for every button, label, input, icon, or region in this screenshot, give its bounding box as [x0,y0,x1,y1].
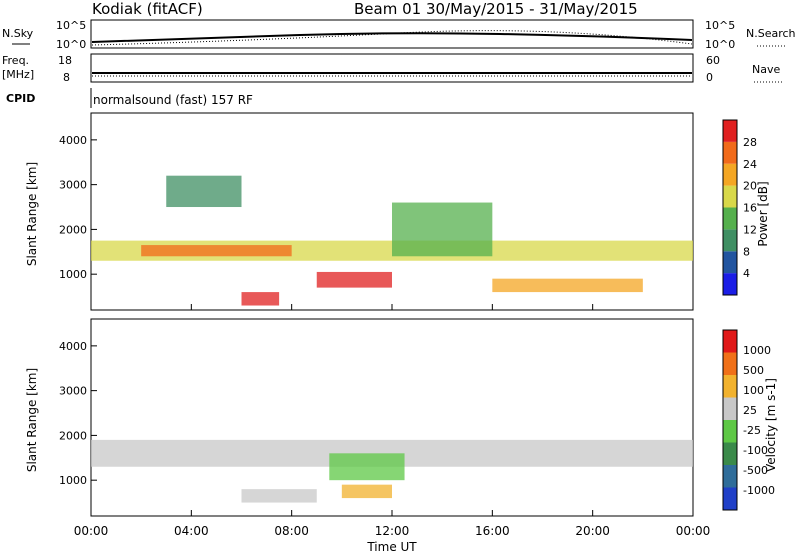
velocity-y-tick-label: 3000 [59,385,87,398]
nsearch-trace [91,30,693,46]
velocity-frame [90,318,694,517]
power-colorbar-swatch [723,163,737,186]
power-y-tick-label: 4000 [59,134,87,147]
nsearch-label: N.Search [746,27,796,40]
cpid-label: CPID [6,92,35,105]
velocity-ylabel: Slant Range [km] [25,368,39,472]
velocity-colorbar-swatch [723,330,737,353]
velocity-echo-band [341,484,392,499]
power-ylabel: Slant Range [km] [25,162,39,266]
velocity-y-ticks: 1000 2000 3000 4000 [59,340,97,487]
x-tick-label: 00:00 [74,524,109,538]
x-tick-label: 00:00 [676,524,711,538]
velocity-colorbar-swatch [723,352,737,375]
velocity-colorbar-tick: -100 [743,444,768,457]
power-colorbar-tick: 12 [743,223,757,236]
velocity-colorbar-tick: 25 [743,404,757,417]
velocity-colorbar-tick: -25 [743,424,761,437]
velocity-colorbar-swatch [723,397,737,420]
power-colorbar-swatch [723,185,737,208]
nave-tick-bottom: 0 [706,71,713,84]
nsky-trace [91,32,693,43]
power-colorbar-swatch [723,207,737,230]
velocity-echo-band [329,453,405,481]
power-colorbar-frame [722,119,738,296]
power-y-tick-label: 3000 [59,179,87,192]
velocity-echo-band [241,489,317,503]
power-colorbar-tick: 4 [743,267,750,280]
x-tick-label: 04:00 [174,524,209,538]
power-colorbar-tick: 16 [743,202,757,215]
velocity-colorbar-tick: -1000 [743,484,775,497]
velocity-colorbar-swatch [723,420,737,443]
power-colorbar-swatch [723,273,737,295]
power-y-ticks: 1000 2000 3000 4000 [59,134,97,281]
station-title: Kodiak (fitACF) [92,0,203,18]
nsearch-tick-top: 10^5 [705,19,735,32]
x-tick-label: 20:00 [575,524,610,538]
velocity-colorbar-tick: 100 [743,384,764,397]
velocity-colorbar-tick: 1000 [743,344,771,357]
nave-label: Nave [752,63,780,76]
power-colorbar-tick: 20 [743,180,757,193]
power-colorbar-tick: 8 [743,245,750,258]
power-echo-band [316,271,392,288]
power-colorbar-tick: 28 [743,136,757,149]
velocity-heatmap [91,439,693,503]
nsearch-tick-bottom: 10^0 [705,38,735,51]
velocity-colorbar-tick: 500 [743,364,764,377]
velocity-cbar-label: Velocity [m s-1] [764,378,778,472]
velocity-y-tick-label: 2000 [59,429,87,442]
x-tick-label: 08:00 [274,524,309,538]
velocity-colorbar-swatch [723,375,737,398]
x-axis-ticks: 00:00 04:00 08:00 12:00 16:00 20:00 00:00 [74,304,711,538]
power-heatmap [91,175,693,306]
power-cbar-label: Power [dB] [756,181,770,246]
power-colorbar: 4 8 12 16 20 24 28 [722,119,757,296]
cpid-value: normalsound (fast) 157 RF [93,93,253,107]
freq-tick-top: 18 [58,54,72,67]
velocity-colorbar-swatch [723,465,737,488]
x-tick-label: 12:00 [375,524,410,538]
nsky-tick-bottom: 10^0 [56,38,86,51]
nave-tick-top: 60 [706,54,720,67]
velocity-colorbar-frame [722,329,738,511]
nsky-tick-top: 10^5 [56,19,86,32]
freq-label: Freq. [2,54,29,67]
power-colorbar-swatch [723,251,737,274]
velocity-y-tick-label: 4000 [59,340,87,353]
power-echo-band [166,175,242,208]
power-colorbar-swatch [723,229,737,252]
velocity-colorbar-swatch [723,487,737,510]
power-panel: 1000 2000 3000 4000 Slant Range [km] [25,112,694,311]
freq-panel [90,53,694,83]
velocity-colorbar-swatch [723,442,737,465]
velocity-colorbar-tick: -500 [743,464,768,477]
power-echo-band [241,292,280,306]
power-y-tick-label: 1000 [59,268,87,281]
nsky-label: N.Sky [2,27,34,40]
power-y-tick-label: 2000 [59,223,87,236]
power-colorbar-tick: 24 [743,158,757,171]
freq-tick-bottom: 8 [63,71,70,84]
velocity-y-tick-label: 1000 [59,474,87,487]
x-tick-label: 16:00 [475,524,510,538]
power-colorbar-swatch [723,141,737,164]
velocity-colorbar: 1000 500 100 25 -25 -100 -500 -1000 [722,329,775,511]
power-echo-band [392,202,493,257]
power-echo-band [492,278,643,293]
beam-date-title: Beam 01 30/May/2015 - 31/May/2015 [354,0,638,18]
x-axis-label: Time UT [366,540,417,554]
velocity-panel: 1000 2000 3000 4000 Slant Range [km] [25,318,694,517]
power-echo-band [141,245,292,257]
nsky-panel [90,19,694,49]
freq-unit: [MHz] [2,68,34,81]
power-colorbar-swatch [723,120,737,142]
